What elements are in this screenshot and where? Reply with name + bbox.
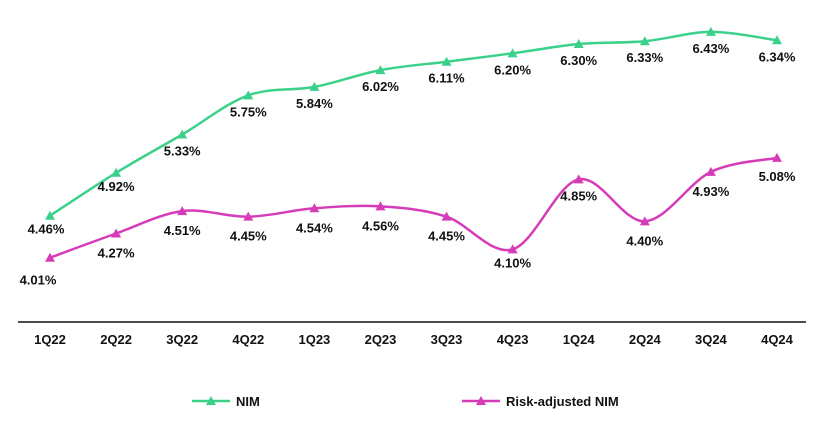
point-risk-adjusted-nim-2q23 [375, 201, 386, 211]
data-label-risk-adjusted-nim-3q23: 4.45% [428, 229, 465, 244]
data-label-risk-adjusted-nim-4q24: 5.08% [759, 169, 796, 184]
data-label-nim-1q24: 6.30% [560, 53, 597, 68]
x-tick-2q24: 2Q24 [629, 332, 662, 347]
legend-marker-risk-adjusted-nim [476, 396, 486, 405]
data-label-nim-1q22: 4.46% [28, 222, 65, 237]
point-nim-4q23 [507, 48, 518, 58]
data-label-risk-adjusted-nim-4q22: 4.45% [230, 229, 267, 244]
data-label-risk-adjusted-nim-2q22: 4.27% [98, 246, 135, 261]
x-tick-4q23: 4Q23 [497, 332, 529, 347]
point-nim-3q23 [441, 56, 452, 66]
point-risk-adjusted-nim-2q24 [639, 216, 650, 226]
data-label-nim-1q23: 5.84% [296, 96, 333, 111]
point-nim-1q22 [45, 210, 55, 220]
legend-label-nim: NIM [236, 394, 260, 409]
data-label-risk-adjusted-nim-4q23: 4.10% [494, 255, 531, 270]
point-risk-adjusted-nim-3q23 [441, 211, 452, 221]
data-label-nim-2q23: 6.02% [362, 79, 399, 94]
x-tick-1q23: 1Q23 [298, 332, 330, 347]
x-tick-3q23: 3Q23 [431, 332, 463, 347]
data-label-nim-3q24: 6.43% [692, 41, 729, 56]
point-risk-adjusted-nim-1q22 [45, 252, 55, 262]
data-label-nim-3q22: 5.33% [164, 144, 201, 159]
legend-item-risk-adjusted-nim: Risk-adjusted NIM [462, 394, 619, 409]
point-nim-4q24 [772, 35, 782, 45]
x-tick-3q24: 3Q24 [695, 332, 728, 347]
point-nim-2q22 [111, 167, 122, 177]
point-risk-adjusted-nim-4q22 [243, 211, 254, 221]
x-tick-1q24: 1Q24 [563, 332, 596, 347]
point-risk-adjusted-nim-3q24 [705, 166, 716, 176]
series-layer [45, 26, 782, 262]
point-nim-4q22 [243, 90, 254, 100]
legend: NIM Risk-adjusted NIM [192, 394, 619, 409]
legend-label-risk-adjusted-nim: Risk-adjusted NIM [506, 394, 619, 409]
data-label-nim-4q22: 5.75% [230, 104, 267, 119]
point-nim-3q22 [177, 129, 188, 139]
legend-item-nim: NIM [192, 394, 260, 409]
data-label-risk-adjusted-nim-1q23: 4.54% [296, 220, 333, 235]
point-nim-2q23 [375, 65, 386, 75]
legend-marker-nim [206, 396, 216, 405]
point-nim-1q23 [309, 81, 320, 91]
point-risk-adjusted-nim-4q24 [772, 152, 782, 162]
data-label-risk-adjusted-nim-2q23: 4.56% [362, 218, 399, 233]
x-tick-3q22: 3Q22 [166, 332, 198, 347]
data-label-layer: 4.46% 4.92% 5.33% 5.75% 5.84% 6.02% 6.11% 6.20%… [20, 41, 796, 288]
data-label-risk-adjusted-nim-1q22: 4.01% [20, 273, 57, 288]
series-line-nim [49, 30, 778, 217]
data-label-nim-3q23: 6.11% [428, 71, 465, 86]
point-risk-adjusted-nim-3q22 [177, 206, 188, 216]
data-label-nim-2q24: 6.33% [626, 50, 663, 65]
data-label-nim-4q24: 6.34% [759, 49, 796, 64]
x-tick-4q22: 4Q22 [232, 332, 264, 347]
x-tick-layer: 1Q22 2Q22 3Q22 4Q22 1Q23 2Q23 3Q23 4Q23 1Q24 2Q24… [34, 332, 794, 347]
x-tick-1q22: 1Q22 [34, 332, 66, 347]
point-risk-adjusted-nim-1q23 [309, 203, 320, 213]
data-label-risk-adjusted-nim-3q24: 4.93% [692, 184, 729, 199]
data-label-risk-adjusted-nim-1q24: 4.85% [560, 188, 597, 203]
point-risk-adjusted-nim-1q24 [573, 174, 584, 184]
point-risk-adjusted-nim-2q22 [111, 228, 122, 238]
data-label-nim-4q23: 6.20% [494, 62, 531, 77]
data-label-risk-adjusted-nim-3q22: 4.51% [164, 223, 201, 238]
point-nim-2q24 [639, 36, 650, 46]
point-nim-1q24 [573, 39, 584, 48]
point-nim-3q24 [705, 26, 716, 36]
x-tick-2q23: 2Q23 [365, 332, 397, 347]
x-tick-2q22: 2Q22 [100, 332, 132, 347]
data-label-nim-2q22: 4.92% [98, 179, 135, 194]
point-risk-adjusted-nim-4q23 [507, 244, 518, 254]
x-tick-4q24: 4Q24 [761, 332, 794, 347]
series-line-risk-adjusted-nim [49, 156, 778, 259]
data-label-risk-adjusted-nim-2q24: 4.40% [626, 233, 663, 248]
